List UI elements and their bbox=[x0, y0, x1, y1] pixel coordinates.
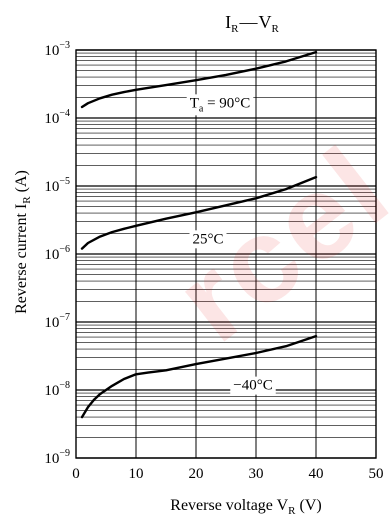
y-tick-label: 10−4 bbox=[44, 108, 70, 127]
x-tick-label: 30 bbox=[249, 466, 264, 482]
series-line-2 bbox=[80, 175, 318, 250]
x-tick-label: 50 bbox=[369, 466, 384, 482]
y-tick-label: 10−9 bbox=[44, 448, 70, 467]
y-tick-label: 10−6 bbox=[44, 244, 70, 263]
svg-text:Ta = 90°C: Ta = 90°C bbox=[190, 95, 251, 114]
x-axis-title: Reverse voltage VR (V) bbox=[170, 497, 321, 517]
x-tick-label: 40 bbox=[309, 466, 324, 482]
y-tick-label: 10−7 bbox=[44, 312, 70, 331]
y-tick-label: 10−8 bbox=[44, 380, 70, 399]
series-label-2: 25°C bbox=[189, 230, 227, 249]
svg-text:25°C: 25°C bbox=[192, 231, 223, 247]
series-labels: Ta = 90°C 25°C −40°C bbox=[186, 94, 276, 395]
y-tick-label: 10−3 bbox=[44, 40, 70, 59]
series-label-3: −40°C bbox=[230, 376, 276, 395]
series-line-3 bbox=[80, 334, 318, 419]
x-tick-label: 20 bbox=[189, 466, 204, 482]
series-label-1: Ta = 90°C bbox=[186, 94, 254, 116]
series-line-1 bbox=[80, 50, 318, 109]
chart-title: IR—VR bbox=[225, 12, 279, 35]
svg-text:−40°C: −40°C bbox=[233, 378, 272, 394]
x-tick-label: 0 bbox=[72, 466, 80, 482]
y-tick-label: 10−5 bbox=[44, 176, 70, 195]
x-tick-label: 10 bbox=[129, 466, 144, 482]
series-group bbox=[80, 50, 318, 419]
grid bbox=[75, 49, 377, 459]
y-axis-title: Reverse current IR (A) bbox=[13, 170, 33, 314]
axis-ticks: 0 10 20 30 40 50 10−9 10−8 10−7 10−6 10−5 10−4 10−3 bbox=[44, 40, 383, 482]
